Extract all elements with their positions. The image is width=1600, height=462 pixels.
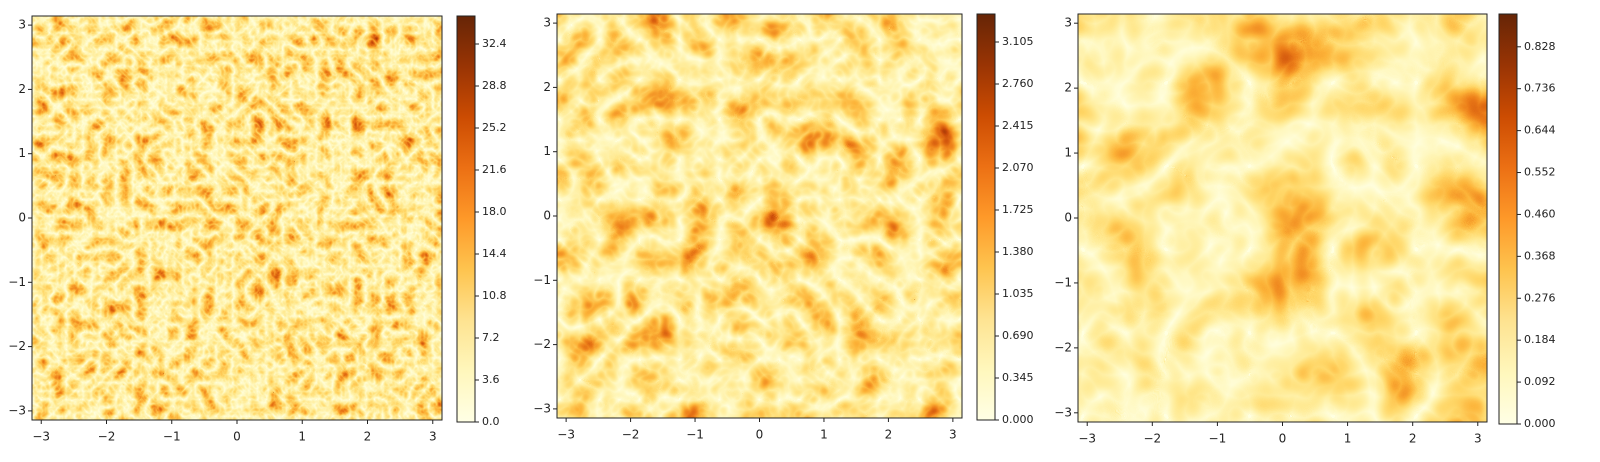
x-tick-label: −3 — [557, 428, 575, 442]
colorbar-tick-label: 0.690 — [1002, 329, 1034, 342]
y-tick-label: 3 — [18, 18, 26, 32]
y-tick-label: −3 — [533, 401, 551, 415]
x-tick-label: 3 — [1474, 432, 1482, 446]
x-tick-label: −2 — [98, 430, 116, 444]
colorbar: 0.0 3.6 7.2 10.8 14.4 18.0 21.6 25.2 28.8 32.4 — [456, 15, 507, 428]
colorbar-tick-label: 18.0 — [482, 205, 507, 218]
y-tick-label: −3 — [8, 403, 26, 417]
colorbar-tick-label: 0.644 — [1524, 124, 1556, 137]
panel: −3 −2 −1 0 1 2 3 −3 −2 −1 0 1 2 3 0.000 0.092 0.184 0.276… — [1054, 13, 1556, 446]
x-tick-label: 0 — [756, 428, 764, 442]
colorbar-tick-label: 1.725 — [1002, 203, 1034, 216]
y-tick-label: 0 — [18, 211, 26, 225]
y-tick-label: −1 — [533, 273, 551, 287]
colorbar-tick-label: 14.4 — [482, 247, 507, 260]
y-tick-label: −1 — [1054, 275, 1072, 289]
colorbar-tick-label: 0.000 — [1524, 417, 1556, 430]
y-tick-label: 3 — [543, 16, 551, 30]
colorbar-tick-label: 0.828 — [1524, 40, 1556, 53]
x-tick-label: −2 — [622, 428, 640, 442]
x-tick-label: −1 — [1209, 432, 1227, 446]
x-tick-label: −1 — [163, 430, 181, 444]
colorbar-gradient — [1498, 13, 1518, 425]
heatmap-field — [557, 14, 962, 418]
x-tick-label: 2 — [885, 428, 893, 442]
y-tick-label: −2 — [1054, 340, 1072, 354]
colorbar-tick-label: 10.8 — [482, 289, 507, 302]
colorbar-tick-label: 28.8 — [482, 79, 507, 92]
colorbar-tick-label: 21.6 — [482, 163, 507, 176]
colorbar-tick-label: 0.276 — [1524, 291, 1556, 304]
colorbar-tick-label: 0.000 — [1002, 413, 1034, 426]
x-tick-label: 2 — [1409, 432, 1417, 446]
y-tick-label: 2 — [543, 80, 551, 94]
colorbar-tick-label: 0.092 — [1524, 375, 1556, 388]
x-tick-label: 3 — [949, 428, 957, 442]
colorbar-tick-label: 2.070 — [1002, 161, 1034, 174]
y-tick-label: 1 — [18, 146, 26, 160]
x-tick-label: 0 — [1279, 432, 1287, 446]
x-tick-label: 2 — [364, 430, 372, 444]
y-tick-label: 3 — [1064, 16, 1072, 30]
y-tick-label: −2 — [533, 337, 551, 351]
heatmap-field — [1078, 14, 1487, 422]
y-tick-label: −2 — [8, 339, 26, 353]
x-tick-label: −3 — [32, 430, 50, 444]
colorbar-tick-label: 0.184 — [1524, 333, 1556, 346]
x-tick-label: −2 — [1143, 432, 1161, 446]
colorbar-tick-label: 0.552 — [1524, 166, 1556, 179]
y-tick-label: 1 — [543, 144, 551, 158]
colorbar-gradient — [976, 13, 996, 421]
y-tick-label: 2 — [1064, 81, 1072, 95]
colorbar-tick-label: 7.2 — [482, 331, 500, 344]
y-tick-label: 0 — [543, 209, 551, 223]
colorbar-tick-label: 3.6 — [482, 373, 500, 386]
y-tick-label: −3 — [1054, 405, 1072, 419]
colorbar-tick-label: 1.380 — [1002, 245, 1034, 258]
colorbar-tick-label: 2.760 — [1002, 77, 1034, 90]
panel: −3 −2 −1 0 1 2 3 −3 −2 −1 0 1 2 3 0.000 0.345 0.690 1.035… — [533, 13, 1034, 442]
y-tick-label: 2 — [18, 82, 26, 96]
colorbar-tick-label: 1.035 — [1002, 287, 1034, 300]
colorbar-tick-label: 0.345 — [1002, 371, 1034, 384]
colorbar-gradient — [456, 15, 476, 423]
heatmap-field — [32, 16, 442, 420]
x-tick-label: −1 — [686, 428, 704, 442]
colorbar-tick-label: 0.368 — [1524, 249, 1556, 262]
x-tick-label: 0 — [233, 430, 241, 444]
panel: −3 −2 −1 0 1 2 3 −3 −2 −1 0 1 2 3 0.0 3.6 7.2 10.8 14.4 18.… — [8, 15, 507, 444]
x-tick-label: 3 — [429, 430, 437, 444]
colorbar-tick-label: 2.415 — [1002, 119, 1034, 132]
x-tick-label: −3 — [1078, 432, 1096, 446]
y-tick-label: −1 — [8, 275, 26, 289]
colorbar-tick-label: 32.4 — [482, 37, 507, 50]
colorbar-tick-label: 3.105 — [1002, 35, 1034, 48]
colorbar-tick-label: 25.2 — [482, 121, 507, 134]
colorbar: 0.000 0.092 0.184 0.276 0.368 0.460 0.552 0.644… — [1498, 13, 1556, 430]
y-tick-label: 1 — [1064, 146, 1072, 160]
x-tick-label: 1 — [820, 428, 828, 442]
colorbar-tick-label: 0.736 — [1524, 82, 1556, 95]
y-tick-label: 0 — [1064, 211, 1072, 225]
colorbar-tick-label: 0.460 — [1524, 207, 1556, 220]
x-tick-label: 1 — [298, 430, 306, 444]
x-tick-label: 1 — [1344, 432, 1352, 446]
colorbar: 0.000 0.345 0.690 1.035 1.380 1.725 2.070 2.415… — [976, 13, 1034, 426]
colorbar-tick-label: 0.0 — [482, 415, 500, 428]
